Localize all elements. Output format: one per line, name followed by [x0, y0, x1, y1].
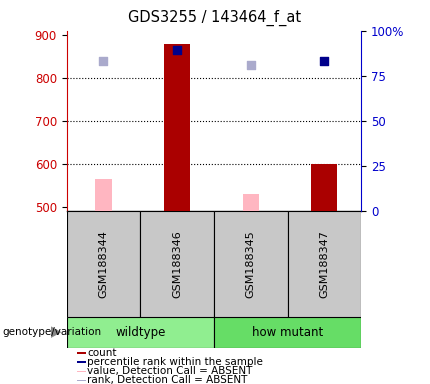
Bar — [95, 179, 111, 211]
Point — [247, 62, 254, 68]
Text: percentile rank within the sample: percentile rank within the sample — [87, 357, 263, 367]
Bar — [214, 211, 288, 317]
Text: GSM188345: GSM188345 — [246, 230, 256, 298]
Bar — [67, 317, 214, 348]
Bar — [311, 164, 337, 211]
Text: count: count — [87, 348, 117, 358]
Polygon shape — [51, 326, 61, 338]
Bar — [140, 211, 214, 317]
Bar — [77, 353, 86, 354]
Point — [100, 58, 107, 64]
Bar — [77, 361, 86, 363]
Bar — [77, 371, 86, 372]
Text: genotype/variation: genotype/variation — [2, 327, 101, 337]
Bar — [214, 317, 361, 348]
Text: value, Detection Call = ABSENT: value, Detection Call = ABSENT — [87, 366, 252, 376]
Point — [174, 47, 181, 53]
Point — [321, 58, 328, 64]
Bar — [67, 211, 140, 317]
Bar — [164, 44, 190, 211]
Text: GSM188346: GSM188346 — [172, 230, 182, 298]
Text: GDS3255 / 143464_f_at: GDS3255 / 143464_f_at — [129, 10, 301, 26]
Text: how mutant: how mutant — [252, 326, 323, 339]
Bar — [243, 194, 259, 211]
Text: rank, Detection Call = ABSENT: rank, Detection Call = ABSENT — [87, 375, 247, 384]
Text: GSM188347: GSM188347 — [319, 230, 329, 298]
Bar — [288, 211, 361, 317]
Text: wildtype: wildtype — [115, 326, 166, 339]
Text: GSM188344: GSM188344 — [98, 230, 108, 298]
Bar — [77, 380, 86, 381]
